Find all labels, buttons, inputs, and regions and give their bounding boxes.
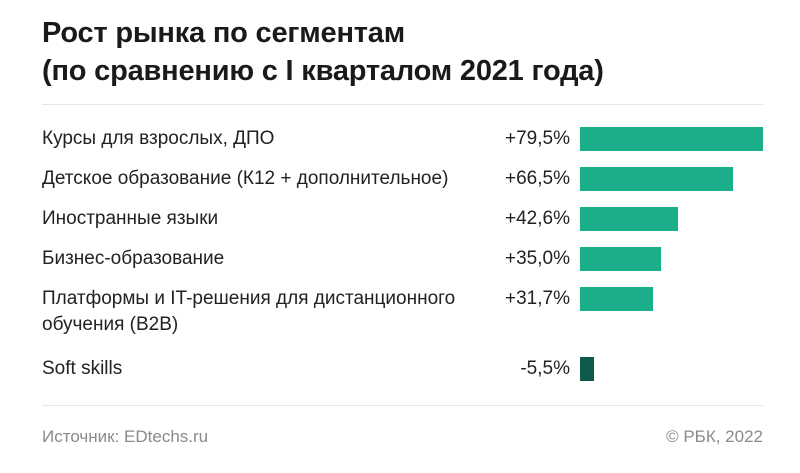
category-label: Курсы для взрослых, ДПО [42,128,275,149]
bottom-divider [42,405,763,406]
value-label: +66,5% [505,168,570,189]
source-note: Источник: EDtechs.ru [42,427,209,446]
chart-title: Рост рынка по сегментам [42,17,405,49]
bar [580,207,678,231]
value-label: -5,5% [520,358,570,379]
category-label: Бизнес-образование [42,248,225,269]
value-label: +42,6% [505,208,570,229]
bar [580,247,661,271]
chart-subtitle: (по сравнению с I кварталом 2021 года) [42,55,604,87]
bar [580,127,763,151]
value-label: +79,5% [505,128,570,149]
bar [580,287,653,311]
category-label: Платформы и IT-решения для дистанционног… [42,288,456,335]
copyright-note: © РБК, 2022 [666,427,763,446]
category-label: Soft skills [42,358,123,379]
chart-title-block: Рост рынка по сегментам (по сравнению с … [42,14,604,90]
category-label: Иностранные языки [42,208,219,229]
bar [580,167,733,191]
top-divider [42,104,763,105]
value-label: +31,7% [505,288,570,309]
value-label: +35,0% [505,248,570,269]
category-label: Детское образование (К12 + дополнительно… [42,168,449,189]
bar [580,357,594,381]
